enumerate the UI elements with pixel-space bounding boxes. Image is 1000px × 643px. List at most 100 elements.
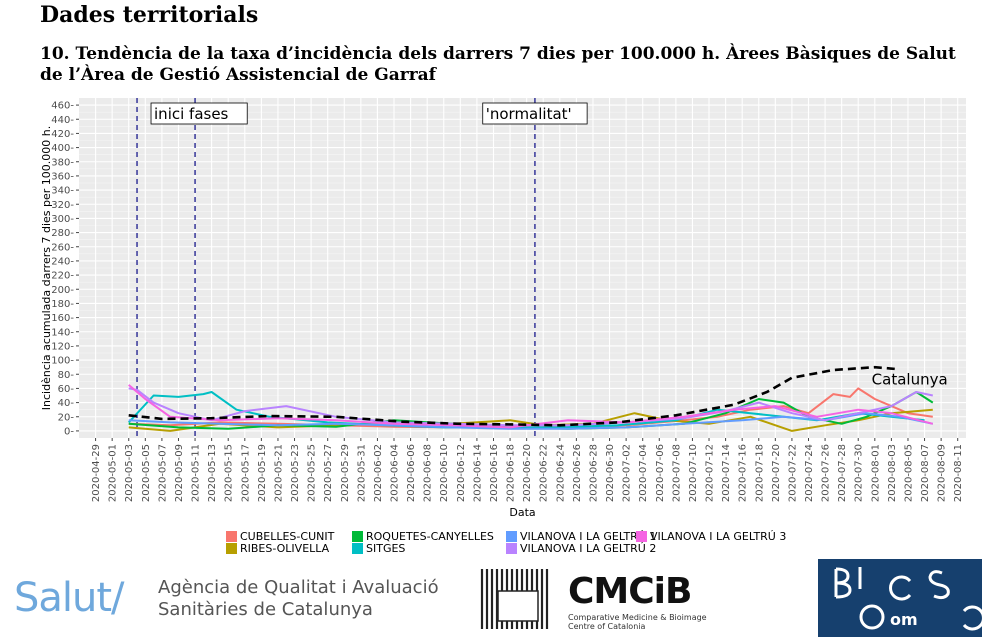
- y-tick-label: 340-: [51, 186, 74, 197]
- legend-swatch: [352, 531, 363, 542]
- svg-text:om: om: [890, 610, 918, 629]
- y-tick-label: 220-: [51, 271, 74, 282]
- x-tick-label: 2020-06-12: [456, 444, 467, 502]
- x-tick-label: 2020-08-03: [887, 444, 898, 502]
- legend-item: VILANOVA I LA GELTRÚ 1: [506, 530, 656, 543]
- x-tick-label: 2020-07-20: [771, 444, 782, 502]
- x-tick-label: 2020-06-14: [472, 444, 483, 502]
- y-tick-label: 280-: [51, 228, 74, 239]
- x-tick-label: 2020-06-08: [423, 444, 434, 502]
- legend-item: VILANOVA I LA GELTRÚ 2: [506, 542, 656, 555]
- x-tick-label: 2020-07-12: [705, 444, 716, 502]
- x-tick-label: 2020-05-17: [240, 444, 251, 502]
- x-tick-label: 2020-07-24: [804, 444, 815, 502]
- y-tick-label: 80-: [58, 370, 75, 381]
- y-tick-label: 40-: [58, 398, 75, 409]
- y-tick-label: 120-: [51, 341, 74, 352]
- figure-title: 10. Tendència de la taxa d’incidència de…: [40, 44, 956, 85]
- cmcib-sub-2: Centre of Catalonia: [568, 622, 646, 631]
- x-axis-label: Data: [509, 506, 535, 519]
- x-tick-label: 2020-06-20: [522, 444, 533, 502]
- aquas-logo-text: Agència de Qualitat i Avaluació Sanitàri…: [158, 577, 439, 621]
- legend-label: VILANOVA I LA GELTRÚ 3: [650, 530, 787, 543]
- x-tick-label: 2020-07-22: [787, 444, 798, 502]
- vline-label-box: [150, 102, 248, 125]
- x-tick-label: 2020-05-01: [108, 444, 119, 502]
- legend-swatch: [636, 531, 647, 542]
- y-tick-label: 440-: [51, 115, 74, 126]
- x-tick-label: 2020-08-07: [920, 444, 931, 502]
- x-tick-label: 2020-05-05: [141, 444, 152, 502]
- y-tick-label: 0-: [64, 426, 74, 437]
- x-tick-label: 2020-05-31: [356, 444, 367, 502]
- cmcib-logo-text: CMCiB: [568, 571, 692, 612]
- legend-swatch: [226, 531, 237, 542]
- y-tick-label: 400-: [51, 143, 74, 154]
- legend-label: SITGES: [366, 542, 406, 555]
- y-tick-label: 140-: [51, 327, 74, 338]
- biocomsc-logo-icon: om: [818, 559, 982, 637]
- legend-label: VILANOVA I LA GELTRÚ 1: [520, 530, 657, 543]
- x-tick-label: 2020-05-19: [257, 444, 268, 502]
- y-tick-label: 300-: [51, 214, 74, 225]
- x-tick-label: 2020-07-06: [655, 444, 666, 502]
- x-tick-label: 2020-05-29: [340, 444, 351, 502]
- x-tick-label: 2020-06-06: [406, 444, 417, 502]
- legend-label: CUBELLES-CUNIT: [240, 530, 335, 543]
- x-tick-label: 2020-06-26: [572, 444, 583, 502]
- legend-item: RIBES-OLIVELLA: [226, 542, 329, 555]
- legend-item: SITGES: [352, 542, 405, 555]
- legend-swatch: [506, 543, 517, 554]
- x-tick-label: 2020-07-26: [821, 444, 832, 502]
- x-tick-label: 2020-06-16: [489, 444, 500, 502]
- vline-label: inici fases: [154, 105, 229, 123]
- x-tick-label: 2020-05-03: [124, 444, 135, 502]
- y-tick-label: 100-: [51, 356, 74, 367]
- x-tick-label: 2020-06-02: [373, 444, 384, 502]
- x-tick-label: 2020-06-28: [588, 444, 599, 502]
- y-tick-label: 60-: [58, 384, 75, 395]
- x-tick-label: 2020-06-24: [555, 444, 566, 502]
- x-tick-label: 2020-07-28: [837, 444, 848, 502]
- x-tick-label: 2020-08-05: [903, 444, 914, 502]
- x-tick-label: 2020-08-01: [870, 444, 881, 502]
- x-tick-label: 2020-05-21: [273, 444, 284, 502]
- y-tick-label: 200-: [51, 285, 74, 296]
- y-tick-label: 260-: [51, 242, 74, 253]
- x-tick-label: 2020-06-18: [506, 444, 517, 502]
- x-tick-label: 2020-08-09: [937, 444, 948, 502]
- salut-logo: Salut/: [14, 575, 125, 621]
- vline-label-box: [482, 102, 588, 125]
- reference-line-catalunya: [128, 365, 900, 427]
- x-tick-label: 2020-07-04: [638, 444, 649, 502]
- x-tick-label: 2020-05-23: [290, 444, 301, 502]
- y-axis-label: Incidència acumulada darrers 7 dies per …: [40, 126, 53, 410]
- y-tick-label: 360-: [51, 171, 74, 182]
- y-tick-label: 180-: [51, 299, 74, 310]
- x-tick-label: 2020-08-11: [953, 444, 964, 502]
- legend-swatch: [352, 543, 363, 554]
- y-tick-label: 160-: [51, 313, 74, 324]
- legend-label: RIBES-OLIVELLA: [240, 542, 330, 555]
- x-tick-label: 2020-07-30: [854, 444, 865, 502]
- x-tick-label: 2020-07-18: [754, 444, 765, 502]
- reference-label-catalunya: Catalunya: [872, 370, 948, 388]
- aquas-line-2: Sanitàries de Catalunya: [158, 599, 373, 620]
- legend-swatch: [226, 543, 237, 554]
- x-tick-label: 2020-06-04: [390, 444, 401, 502]
- legend-label: ROQUETES-CANYELLES: [366, 530, 494, 543]
- legend-label: VILANOVA I LA GELTRÚ 2: [520, 542, 657, 555]
- x-tick-label: 2020-07-02: [622, 444, 633, 502]
- x-tick-label: 2020-06-10: [439, 444, 450, 502]
- section-title: Dades territorials: [40, 2, 259, 28]
- y-tick-label: 240-: [51, 256, 74, 267]
- aquas-line-1: Agència de Qualitat i Avaluació: [158, 577, 439, 598]
- x-tick-label: 2020-07-16: [738, 444, 749, 502]
- x-tick-label: 2020-06-22: [539, 444, 550, 502]
- cmcib-sub-1: Comparative Medicine & Bioimage: [568, 613, 707, 622]
- x-tick-label: 2020-05-15: [224, 444, 235, 502]
- x-tick-label: 2020-05-11: [191, 444, 202, 502]
- incidence-line-chart: Catalunya 0- 20- 40- 60- 80- 100- 120- 140- 160-…: [40, 98, 966, 519]
- x-tick-label: 2020-05-09: [174, 444, 185, 502]
- x-tick-label: 2020-07-08: [671, 444, 682, 502]
